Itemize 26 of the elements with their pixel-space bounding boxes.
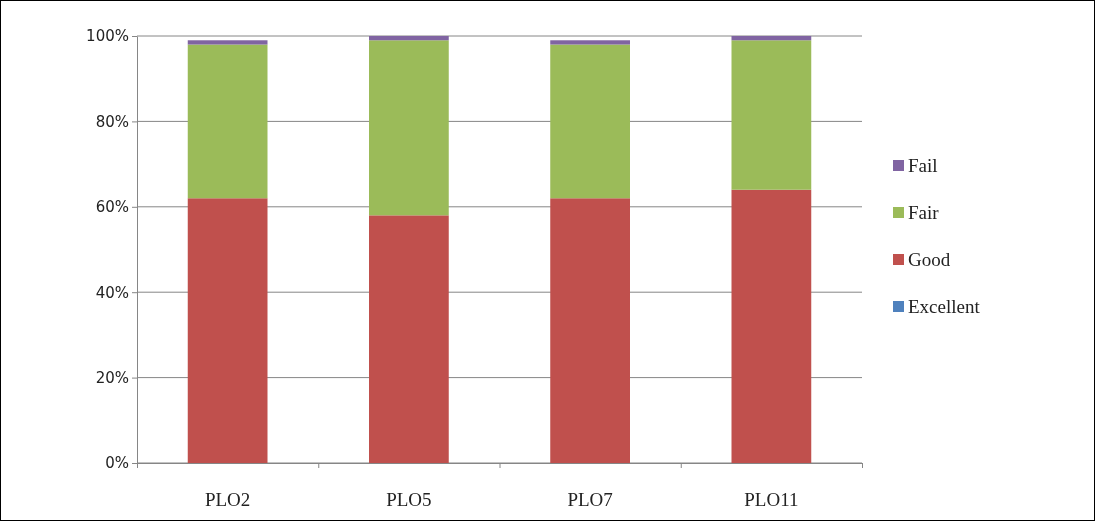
y-tick-label: 100% <box>86 27 129 46</box>
bar <box>187 40 268 45</box>
x-tick-label: PLO2 <box>204 489 251 510</box>
bar <box>369 36 449 41</box>
legend-label: Excellent <box>908 296 981 317</box>
bar <box>731 36 812 41</box>
bar <box>550 198 630 463</box>
legend-label: Good <box>908 249 951 270</box>
y-tick-label: 40% <box>95 283 129 302</box>
bar <box>731 189 812 463</box>
legend-label: Fair <box>908 202 940 223</box>
bar <box>187 198 268 463</box>
bar <box>369 40 449 216</box>
y-tick-label: 20% <box>95 368 129 387</box>
y-tick-label: 0% <box>105 454 129 473</box>
x-tick-label: PLO5 <box>386 489 432 510</box>
legend-label: Fail <box>908 155 938 176</box>
bar <box>187 44 268 199</box>
y-tick-label: 80% <box>95 112 129 131</box>
x-tick-label: PLO11 <box>744 489 799 510</box>
bar <box>550 40 630 45</box>
bar <box>550 44 630 199</box>
bar <box>369 215 449 463</box>
x-tick-label: PLO7 <box>567 489 613 510</box>
y-tick-label: 60% <box>95 198 129 217</box>
bar <box>731 40 812 190</box>
